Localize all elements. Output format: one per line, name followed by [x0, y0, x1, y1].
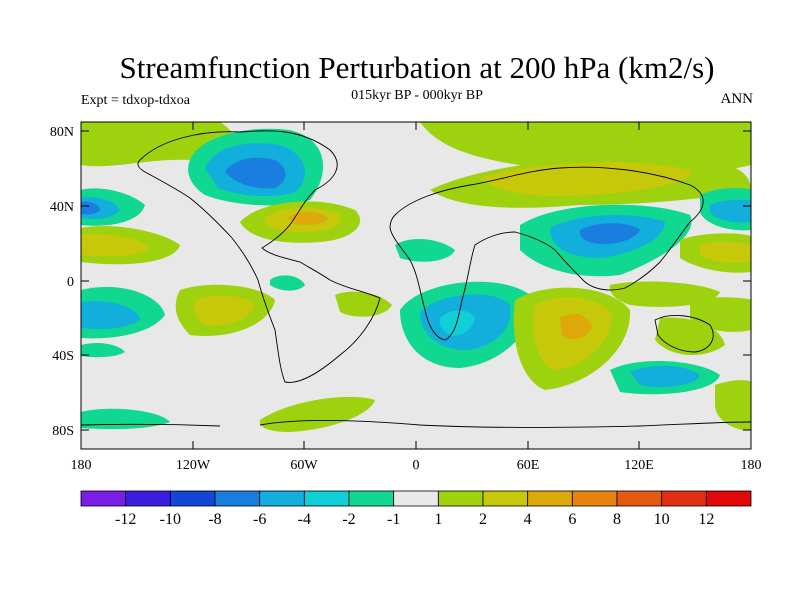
colorbar-swatch [482, 490, 529, 507]
colorbar-swatch [169, 490, 216, 507]
colorbar-swatch [661, 490, 707, 507]
colorbar-swatch [393, 490, 439, 507]
colorbar-label: 12 [698, 511, 714, 528]
colorbar-label: -4 [298, 511, 311, 528]
colorbar-swatch [303, 490, 350, 507]
colorbar-label: 2 [479, 511, 487, 528]
colorbar: -12 -10 -8 -6 -4 -2 -1 1 2 4 6 8 10 12 [80, 490, 752, 528]
lat-tick-label: 40N [50, 200, 74, 215]
colorbar-label: 8 [613, 511, 621, 528]
experiment-label: Expt = tdxop-tdxoa [81, 93, 190, 108]
lat-tick-label: 80S [52, 424, 74, 439]
coastlines [81, 130, 751, 428]
contour-fill [81, 122, 751, 432]
chart-title: Streamfunction Perturbation at 200 hPa (… [119, 50, 715, 85]
axis-ticks [80, 122, 752, 449]
colorbar-swatch [705, 490, 752, 507]
colorbar-swatch [214, 490, 261, 507]
colorbar-label: 6 [568, 511, 576, 528]
chart-subtitle: 015kyr BP - 000kyr BP [351, 88, 483, 103]
colorbar-label: -2 [342, 511, 355, 528]
lon-tick-label: 120E [624, 458, 654, 473]
colorbar-label: 4 [524, 511, 532, 528]
season-label: ANN [720, 91, 754, 107]
colorbar-swatch [437, 490, 484, 507]
lon-tick-label: 120W [176, 458, 211, 473]
lon-tick-label: 0 [413, 458, 420, 473]
colorbar-swatch [571, 490, 618, 507]
colorbar-swatch [348, 490, 395, 507]
colorbar-label: -12 [115, 511, 136, 528]
lon-tick-label: 60E [517, 458, 540, 473]
colorbar-label: 10 [654, 511, 670, 528]
lon-tick-label: 60W [290, 458, 318, 473]
colorbar-label: 1 [434, 511, 442, 528]
colorbar-swatch [80, 490, 127, 507]
colorbar-swatch [616, 490, 663, 507]
colorbar-label: -1 [387, 511, 400, 528]
lat-tick-label: 80N [50, 125, 74, 140]
colorbar-label: -6 [253, 511, 266, 528]
colorbar-swatch [259, 490, 305, 507]
colorbar-swatch [527, 490, 573, 507]
colorbar-label: -10 [160, 511, 181, 528]
map-plot-area [80, 121, 752, 450]
lon-tick-label: 180 [741, 458, 762, 473]
colorbar-swatch [125, 490, 171, 507]
lon-tick-label: 180 [71, 458, 92, 473]
colorbar-label: -8 [208, 511, 221, 528]
lat-tick-label: 0 [67, 275, 74, 290]
lat-tick-label: 40S [52, 349, 74, 364]
